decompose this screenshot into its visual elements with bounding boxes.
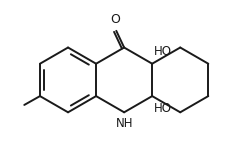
Text: O: O <box>110 13 120 26</box>
Text: HO: HO <box>154 102 172 115</box>
Text: NH: NH <box>116 117 134 130</box>
Text: HO: HO <box>154 45 172 58</box>
